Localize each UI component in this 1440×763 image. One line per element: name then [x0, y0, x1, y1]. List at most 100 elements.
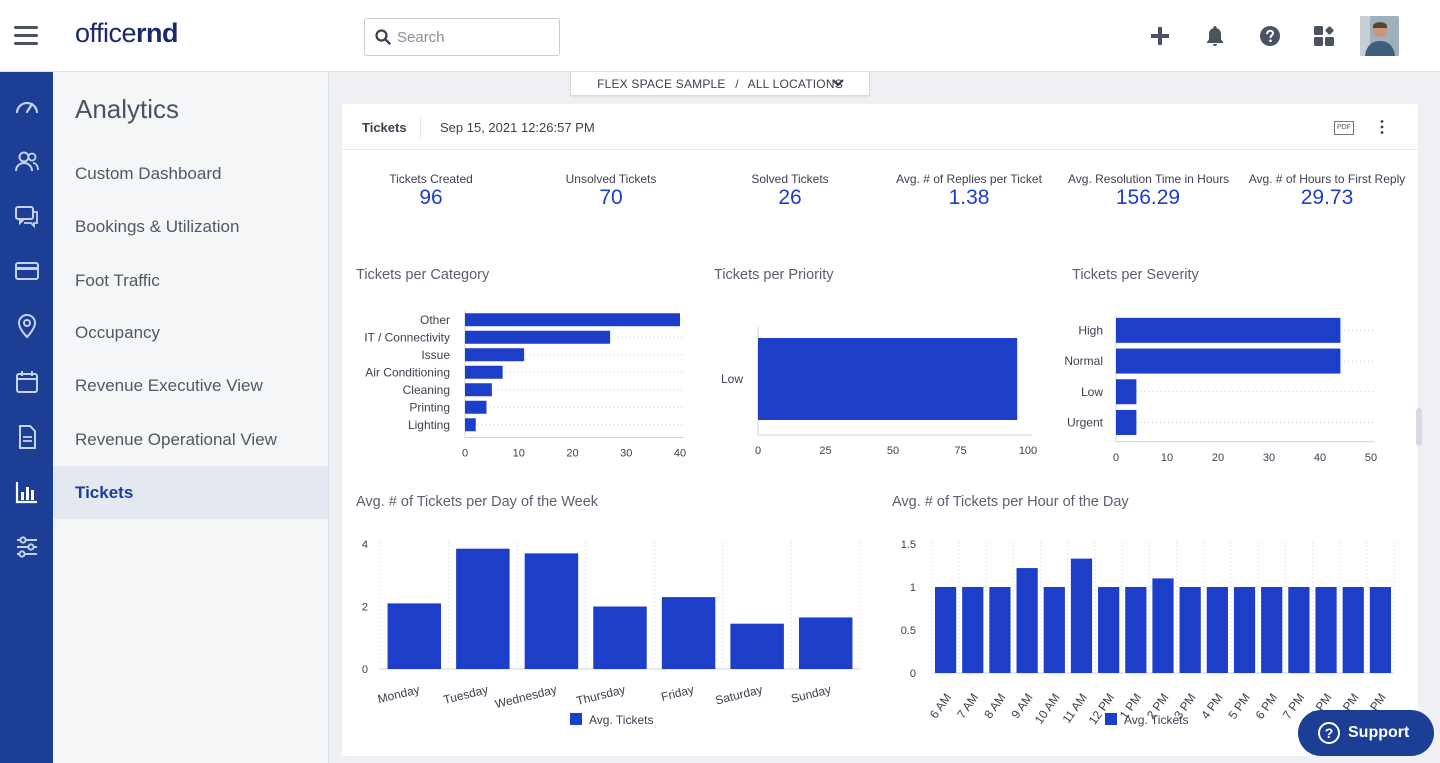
kpi-label: Solved Tickets [751, 172, 829, 186]
support-label: Support [1348, 724, 1410, 741]
category-label: 7 AM [954, 691, 981, 721]
chart-title-day-of-week: Avg. # of Tickets per Day of the Week [356, 494, 599, 510]
location-pin-icon[interactable] [14, 313, 40, 339]
bar [730, 623, 784, 669]
subnav-item-tickets[interactable]: Tickets [53, 466, 328, 519]
tick-label: 10 [1161, 452, 1173, 464]
subnav-item-revenue-executive[interactable]: Revenue Executive View [75, 376, 263, 395]
chart-tickets-per-category: Other IT / Connectivity Issue Air Condition… [364, 311, 686, 460]
menu-icon[interactable] [14, 26, 38, 46]
category-label: Low [721, 372, 743, 386]
subnav-item-bookings-utilization[interactable]: Bookings & Utilization [75, 217, 240, 236]
bar [1315, 587, 1337, 673]
category-label: 6 AM [927, 691, 954, 721]
bar [465, 365, 503, 379]
calendar-icon[interactable] [14, 369, 40, 395]
bar [989, 587, 1011, 673]
chart-title-category: Tickets per Category [356, 267, 490, 283]
bar [593, 606, 647, 669]
category-label: IT / Connectivity [364, 330, 450, 344]
bar [1116, 317, 1341, 343]
tick-label: 75 [954, 445, 966, 457]
bar [1098, 587, 1120, 673]
category-label: Lighting [408, 418, 450, 432]
logo-prefix: office [75, 18, 137, 48]
tick-label: 50 [1365, 452, 1377, 464]
report-header: Tickets Sep 15, 2021 12:26:57 PM PDF [342, 104, 1418, 150]
bar [962, 587, 984, 673]
chart-title-priority: Tickets per Priority [714, 267, 834, 283]
analytics-subnav: Analytics Custom Dashboard Bookings & Ut… [53, 72, 329, 763]
bar [1261, 587, 1283, 673]
subnav-item-occupancy[interactable]: Occupancy [75, 323, 161, 342]
tickets-report-card: Tickets Sep 15, 2021 12:26:57 PM PDF Tic… [342, 104, 1418, 756]
category-label: Low [1081, 385, 1103, 399]
category-label: Other [420, 313, 450, 327]
chevron-down-icon [832, 79, 844, 87]
category-label: Air Conditioning [365, 365, 450, 379]
tick-label: 20 [566, 448, 578, 460]
report-title: Tickets [362, 120, 407, 135]
bar [934, 587, 957, 673]
dashboard-gauge-icon[interactable] [14, 95, 40, 121]
category-label: 9 AM [1008, 691, 1035, 721]
bar [1206, 587, 1228, 673]
kpi-value: 1.38 [948, 186, 990, 209]
support-button[interactable]: ? Support [1298, 710, 1434, 756]
legend-label: Avg. Tickets [1124, 713, 1188, 727]
help-icon[interactable] [1258, 24, 1282, 48]
plus-icon[interactable] [1148, 24, 1172, 48]
bar [1043, 587, 1065, 673]
logo-suffix: rnd [136, 18, 179, 48]
subnav-item-foot-traffic[interactable]: Foot Traffic [75, 271, 160, 290]
tick-label: 10 [513, 448, 525, 460]
bar [465, 383, 492, 397]
chart-title-severity: Tickets per Severity [1072, 267, 1199, 283]
bell-icon[interactable] [1203, 24, 1227, 48]
tick-label: 1 [910, 582, 916, 594]
kpi-unsolved-tickets: Unsolved Tickets 70 [551, 172, 671, 210]
bar [1125, 587, 1147, 673]
search-input[interactable] [397, 27, 547, 47]
kpi-value: 26 [778, 186, 802, 209]
kpi-label: Unsolved Tickets [565, 172, 657, 186]
search-box[interactable] [364, 18, 560, 56]
apps-icon[interactable] [1312, 24, 1336, 48]
chat-icon[interactable] [14, 203, 40, 229]
settings-sliders-icon[interactable] [14, 534, 40, 560]
document-icon[interactable] [14, 424, 40, 450]
location-selector[interactable]: FLEX SPACE SAMPLE / ALL LOCATIONS [570, 72, 870, 96]
category-label: 4 PM [1198, 691, 1226, 722]
kpi-value: 29.73 [1300, 186, 1354, 209]
members-icon[interactable] [14, 149, 40, 175]
category-label: 10 AM [1032, 691, 1063, 727]
tick-label: 2 [362, 602, 368, 614]
analytics-chart-icon[interactable] [14, 479, 40, 505]
category-label: Sunday [790, 682, 833, 705]
legend-swatch [1105, 713, 1117, 725]
avatar-photo [1360, 16, 1399, 56]
bar [1116, 379, 1137, 405]
pdf-export-icon[interactable]: PDF [1334, 121, 1354, 135]
category-label: 8 AM [981, 691, 1008, 721]
kpi-label: Tickets Created [389, 172, 473, 186]
logo[interactable]: officernd [75, 18, 179, 49]
bar [465, 313, 680, 327]
subnav-item-revenue-operational[interactable]: Revenue Operational View [75, 430, 277, 449]
bar [465, 330, 611, 344]
more-options-icon[interactable] [1378, 119, 1386, 135]
chart-title-hour-of-day: Avg. # of Tickets per Hour of the Day [892, 494, 1129, 510]
bar [758, 338, 1018, 420]
bar [1369, 587, 1392, 673]
location-separator: / [735, 77, 739, 91]
kpi-avg-resolution: Avg. Resolution Time in Hours 156.29 [1068, 172, 1229, 210]
bar [524, 553, 579, 669]
tick-label: 50 [887, 445, 899, 457]
avatar[interactable] [1360, 16, 1399, 56]
scrollbar-handle[interactable] [1416, 408, 1422, 446]
category-label: Printing [409, 400, 450, 414]
section-title: Analytics [75, 94, 180, 124]
billing-card-icon[interactable] [14, 258, 40, 284]
subnav-item-custom-dashboard[interactable]: Custom Dashboard [75, 164, 222, 183]
